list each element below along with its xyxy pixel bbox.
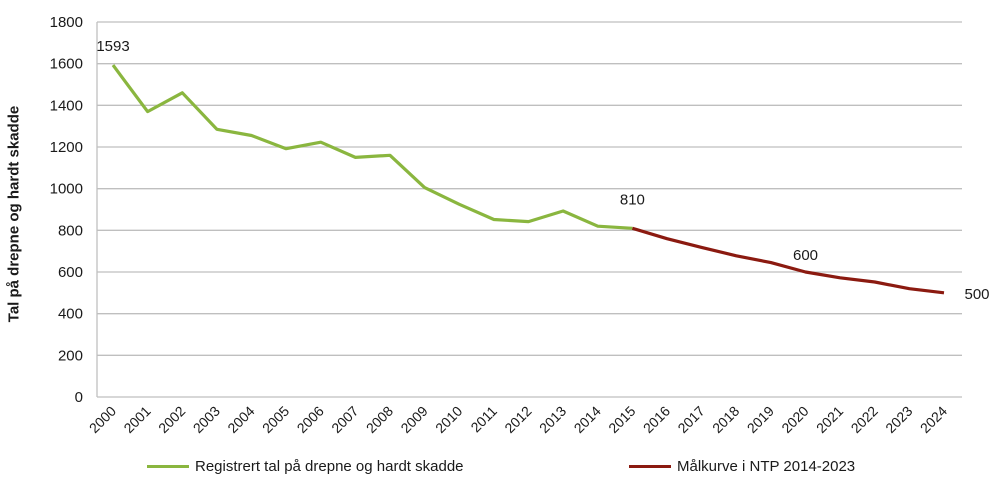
legend: Registrert tal på drepne og hardt skadde… (0, 458, 1000, 482)
y-tick-label: 1200 (50, 139, 83, 156)
y-tick-label: 1400 (50, 97, 83, 114)
x-tick-label: 2007 (328, 403, 361, 436)
x-tick-label: 2012 (501, 403, 534, 436)
y-tick-label: 600 (58, 264, 83, 281)
data-label: 600 (793, 247, 818, 264)
x-tick-label: 2018 (709, 403, 742, 436)
y-tick-label: 800 (58, 222, 83, 239)
x-axis-ticks: 2000 2001 2002 2003 2004 2005 2006 2007 2008 2009… (86, 403, 950, 436)
y-axis-title: Tal på drepne og hardt skadde (5, 105, 23, 323)
x-tick-label: 2006 (294, 403, 327, 436)
y-tick-label: 200 (58, 347, 83, 364)
y-tick-label: 1800 (50, 14, 83, 31)
x-tick-label: 2000 (86, 403, 119, 436)
x-tick-label: 2024 (917, 403, 950, 436)
data-label: 1593 (96, 38, 129, 55)
x-tick-label: 2013 (536, 403, 569, 436)
x-tick-label: 2003 (190, 403, 223, 436)
legend-label-target: Målkurve i NTP 2014-2023 (677, 458, 856, 475)
x-tick-label: 2010 (432, 403, 465, 436)
x-tick-label: 2022 (848, 403, 881, 436)
x-tick-label: 2004 (224, 403, 257, 436)
x-tick-label: 2005 (259, 403, 292, 436)
y-tick-label: 1000 (50, 181, 83, 198)
x-tick-label: 2017 (674, 403, 707, 436)
y-axis-ticks: 0 200 400 600 800 1000 1200 1400 1600 1800 (50, 14, 83, 406)
data-label: 500 (964, 286, 989, 303)
x-tick-label: 2001 (120, 403, 153, 436)
x-tick-label: 2002 (155, 403, 188, 436)
x-tick-label: 2011 (467, 403, 500, 436)
x-tick-label: 2015 (605, 403, 638, 436)
data-labels: 1593 810 600 500 (96, 38, 989, 303)
x-tick-label: 2009 (397, 403, 430, 436)
x-tick-label: 2016 (640, 403, 673, 436)
series-line-1 (631, 226, 945, 295)
x-tick-label: 2023 (882, 403, 915, 436)
gridlines (96, 21, 962, 398)
data-label: 810 (620, 191, 645, 208)
legend-item-target: Målkurve i NTP 2014-2023 (629, 458, 855, 475)
x-tick-label: 2008 (363, 403, 396, 436)
y-tick-label: 0 (75, 389, 83, 406)
x-tick-label: 2021 (813, 403, 846, 436)
legend-swatch-red (629, 465, 671, 468)
legend-swatch-green (147, 465, 189, 468)
x-tick-label: 2014 (571, 403, 604, 436)
legend-item-registered: Registrert tal på drepne og hardt skadde (147, 458, 464, 475)
legend-label-registered: Registrert tal på drepne og hardt skadde (195, 458, 464, 475)
series-line-0 (111, 64, 633, 230)
x-tick-label: 2020 (778, 403, 811, 436)
series-lines (111, 64, 945, 295)
y-tick-label: 400 (58, 306, 83, 323)
x-tick-label: 2019 (744, 403, 777, 436)
y-tick-label: 1600 (50, 56, 83, 73)
